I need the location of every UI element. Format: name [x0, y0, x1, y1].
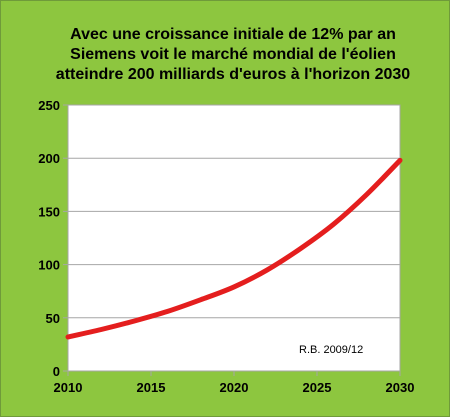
y-tick-label: 100 — [38, 258, 60, 273]
series-layer — [65, 157, 403, 340]
y-tick-label: 150 — [38, 204, 60, 219]
plot-area — [67, 104, 401, 372]
x-tick-label: 2030 — [386, 380, 415, 395]
x-tick-label: 2015 — [137, 380, 166, 395]
chart-title-line-1: Avec une croissance initiale de 12% par … — [70, 26, 396, 43]
x-axis-ticks: 2010 2015 2020 2025 2030 — [54, 371, 415, 395]
chart-title-line-3: atteindre 200 milliards d'euros à l'hori… — [56, 66, 411, 83]
chart-title-line-2: Siemens voit le marché mondial de l'éoli… — [70, 46, 396, 63]
series-line-0 — [65, 157, 403, 340]
x-tick-label: 2020 — [220, 380, 249, 395]
y-axis-ticks: 0 50 100 150 200 250 — [38, 98, 68, 379]
x-tick-label: 2010 — [54, 380, 83, 395]
gridlines — [68, 157, 400, 319]
y-tick-label: 0 — [53, 364, 60, 379]
x-tick-label: 2025 — [303, 380, 332, 395]
y-tick-label: 200 — [38, 151, 60, 166]
y-tick-label: 250 — [38, 98, 60, 113]
chart-annotation: R.B. 2009/12 — [299, 344, 363, 356]
y-tick-label: 50 — [46, 311, 60, 326]
